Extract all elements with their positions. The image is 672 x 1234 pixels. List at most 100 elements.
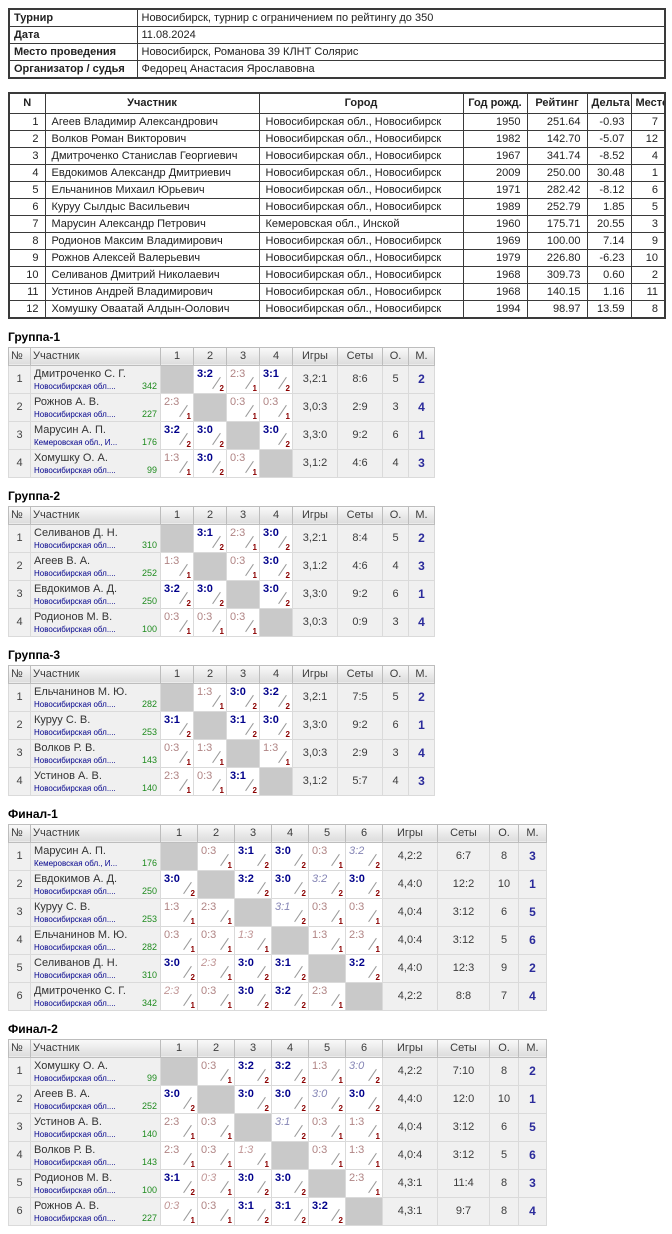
participant-place: 12 bbox=[630, 129, 666, 148]
row-number: 3 bbox=[8, 738, 31, 768]
participant-place: 6 bbox=[630, 180, 666, 199]
participant-rating: 250 bbox=[141, 596, 157, 606]
participant-number: 2 bbox=[8, 129, 46, 148]
result-blocks: Группа-1 № Участник 1 2 3 4 Игры Сеты О. М. 1 Дмитро… bbox=[8, 330, 664, 1226]
match-score: 3:0 bbox=[197, 451, 213, 464]
row-place: 6 bbox=[518, 925, 547, 955]
col-header-place: М. bbox=[408, 664, 435, 684]
match-points: 1 bbox=[186, 570, 191, 580]
match-score-cell: 0:3 1 bbox=[160, 607, 194, 637]
participant-delta: 30.48 bbox=[586, 163, 632, 182]
participant-city: Новосибирская обл., Новосибирск bbox=[258, 299, 464, 318]
row-games: 4,3:1 bbox=[382, 1168, 438, 1198]
row-games: 4,4:0 bbox=[382, 1084, 438, 1114]
match-score: 3:0 bbox=[275, 1087, 291, 1100]
match-points: 2 bbox=[301, 1215, 306, 1225]
result-row: 5 Селиванов Д. Н. Новосибирская обл.... 310… bbox=[8, 953, 547, 983]
match-score-cell: 3:2 2 bbox=[234, 1056, 272, 1086]
match-score: 0:3 bbox=[197, 769, 213, 782]
participant-subline: Новосибирская обл.... 143 bbox=[34, 1157, 157, 1167]
participant-short-name: Дмитроченко С. Г. bbox=[34, 368, 126, 380]
col-header-opponent: 3 bbox=[226, 346, 260, 366]
col-header-number: № bbox=[8, 823, 31, 843]
participant-subline: Новосибирская обл.... 100 bbox=[34, 624, 157, 634]
participant-city: Новосибирская обл., Новосибирск bbox=[258, 282, 464, 301]
self-match-cell bbox=[259, 766, 293, 796]
match-score: 0:3 bbox=[312, 1115, 328, 1128]
participant-short-name: Рожнов А. В. bbox=[34, 1200, 100, 1212]
participant-birth-year: 1960 bbox=[462, 214, 528, 233]
match-score: 3:0 bbox=[263, 526, 279, 539]
match-score-cell: 3:0 2 bbox=[226, 682, 260, 712]
participant-subline: Новосибирская обл.... 250 bbox=[34, 886, 157, 896]
participant-name: Марусин Александр Петрович bbox=[44, 214, 260, 233]
result-table-title: Финал-2 bbox=[8, 1021, 58, 1036]
info-value: Новосибирск, турнир с ограничением по ре… bbox=[136, 8, 666, 27]
participant-short-name: Устинов А. В. bbox=[34, 770, 102, 782]
row-points: 10 bbox=[489, 1084, 519, 1114]
self-match-cell bbox=[259, 607, 293, 637]
participant-rating: 140.15 bbox=[526, 282, 588, 301]
match-points: 1 bbox=[338, 1075, 343, 1085]
match-score: 3:2 bbox=[197, 367, 213, 380]
result-row: 2 Агеев В. А. Новосибирская обл.... 252 1:3 1… bbox=[8, 551, 435, 581]
self-match-cell bbox=[160, 1056, 198, 1086]
row-sets: 12:2 bbox=[437, 869, 490, 899]
participant-short-name: Рожнов А. В. bbox=[34, 396, 100, 408]
match-points: 2 bbox=[301, 1103, 306, 1113]
row-participant: Родионов М. В. Новосибирская обл.... 100 bbox=[30, 1168, 161, 1198]
row-participant: Куруу С. В. Новосибирская обл.... 253 bbox=[30, 897, 161, 927]
participant-number: 10 bbox=[8, 265, 46, 284]
match-score-cell: 3:1 2 bbox=[226, 710, 260, 740]
row-number: 3 bbox=[8, 420, 31, 450]
match-score: 0:3 bbox=[230, 395, 246, 408]
match-points: 1 bbox=[227, 1075, 232, 1085]
match-score: 3:1 bbox=[275, 956, 291, 969]
match-points: 1 bbox=[375, 1159, 380, 1169]
participant-city: Новосибирская обл., Новосибирск bbox=[258, 248, 464, 267]
match-score-cell: 3:0 2 bbox=[234, 1168, 272, 1198]
match-points: 2 bbox=[190, 1103, 195, 1113]
self-match-cell bbox=[193, 710, 227, 740]
participant-region: Новосибирская обл.... bbox=[34, 728, 116, 737]
match-score: 3:2 bbox=[349, 956, 365, 969]
match-score-cell: 3:1 2 bbox=[259, 364, 293, 394]
result-row: 2 Агеев В. А. Новосибирская обл.... 252 3:0 2… bbox=[8, 1084, 547, 1114]
participant-rating: 176 bbox=[141, 858, 157, 868]
match-points: 2 bbox=[264, 860, 269, 870]
participant-number: 4 bbox=[8, 163, 46, 182]
col-header-games: Игры bbox=[292, 505, 338, 525]
self-match-cell bbox=[226, 420, 260, 450]
participant-row: 4 Евдокимов Александр Дмитриевич Новосибир… bbox=[8, 163, 666, 182]
result-row: 6 Дмитроченко С. Г. Новосибирская обл.... 3… bbox=[8, 981, 547, 1011]
match-score: 0:3 bbox=[230, 610, 246, 623]
match-score: 1:3 bbox=[349, 1115, 365, 1128]
row-place: 5 bbox=[518, 897, 547, 927]
col-header-points: О. bbox=[489, 823, 519, 843]
result-row: 1 Дмитроченко С. Г. Новосибирская обл.... 3… bbox=[8, 364, 435, 394]
row-participant: Агеев В. А. Новосибирская обл.... 252 bbox=[30, 1084, 161, 1114]
row-games: 3,1:2 bbox=[292, 448, 338, 478]
self-match-cell bbox=[160, 364, 194, 394]
match-points: 2 bbox=[301, 860, 306, 870]
match-score: 2:3 bbox=[164, 395, 180, 408]
participant-delta: 7.14 bbox=[586, 231, 632, 250]
row-number: 2 bbox=[8, 551, 31, 581]
match-score-cell: 3:1 2 bbox=[160, 1168, 198, 1198]
participants-col-header: Участник bbox=[44, 92, 260, 114]
participant-region: Кемеровская обл., И... bbox=[34, 438, 118, 447]
participant-subline: Новосибирская обл.... 310 bbox=[34, 970, 157, 980]
participant-rating: 98.97 bbox=[526, 299, 588, 318]
self-match-cell bbox=[234, 897, 272, 927]
col-header-games: Игры bbox=[382, 1038, 438, 1058]
match-score: 0:3 bbox=[201, 984, 217, 997]
row-games: 3,1:2 bbox=[292, 766, 338, 796]
match-points: 1 bbox=[186, 785, 191, 795]
participant-city: Новосибирская обл., Новосибирск bbox=[258, 163, 464, 182]
self-match-cell bbox=[308, 953, 346, 983]
row-participant: Куруу С. В. Новосибирская обл.... 253 bbox=[30, 710, 161, 740]
row-points: 4 bbox=[382, 551, 409, 581]
match-score: 3:0 bbox=[275, 872, 291, 885]
participant-rating: 252 bbox=[141, 568, 157, 578]
row-place: 3 bbox=[408, 766, 435, 796]
